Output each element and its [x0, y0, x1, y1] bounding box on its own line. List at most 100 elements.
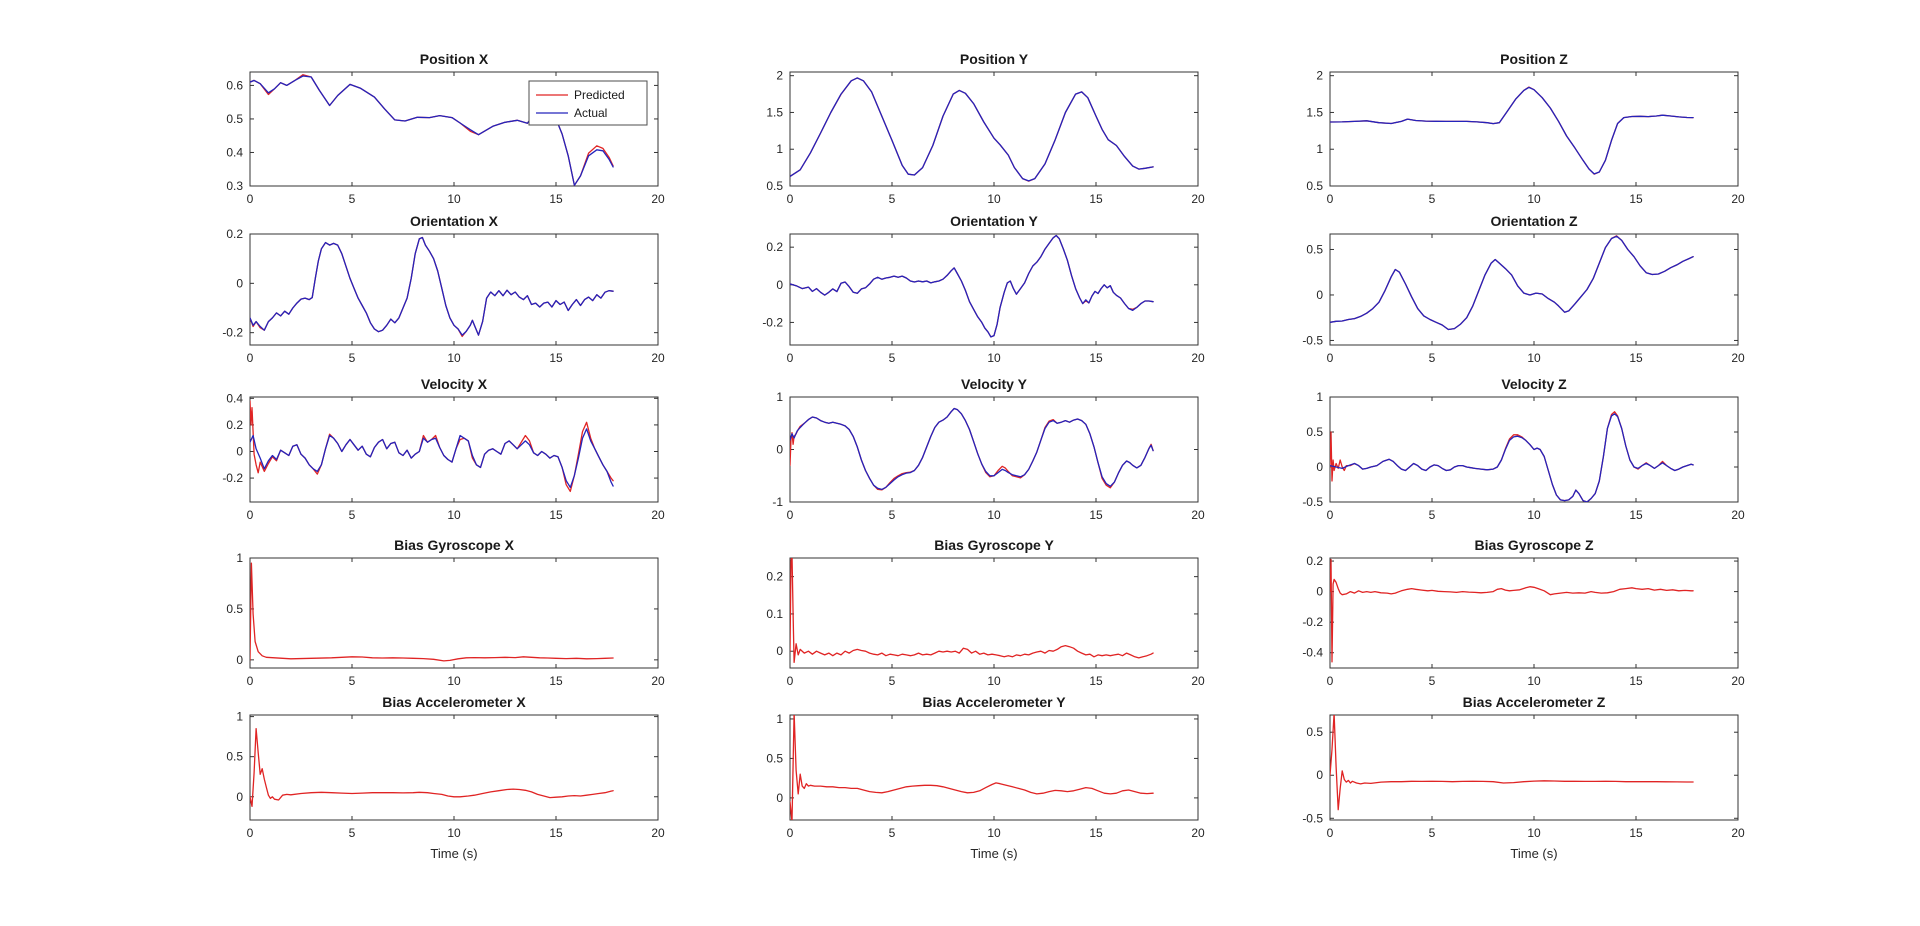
- x-tick-label: 15: [1629, 826, 1643, 840]
- position-z-predicted-line: [1330, 86, 1694, 175]
- y-tick-label: -0.5: [1302, 811, 1323, 825]
- subplot-bias-accelerometer-x: 0 5 10 15 20 0 0.5 1 Bias Accelerometer X Time (s…: [226, 694, 665, 861]
- subplot-bias-gyroscope-y: 0 5 10 15 20 0 0.1 0.2 Bias Gyroscope Y: [766, 537, 1205, 688]
- x-tick-label: 0: [247, 826, 254, 840]
- x-tick-label: 5: [349, 351, 356, 365]
- x-tick-label: 15: [1089, 508, 1103, 522]
- y-tick-label: 0.2: [766, 240, 783, 254]
- y-tick-label: 0: [236, 276, 243, 290]
- subplot-bias-gyroscope-x: 0 5 10 15 20 0 0.5 1 Bias Gyroscope X: [226, 537, 665, 688]
- subplot-title: Orientation Z: [1490, 213, 1578, 229]
- x-tick-label: 15: [1089, 351, 1103, 365]
- subplot-position-x: 0 5 10 15 20 0.3 0.4 0.5 0.6 Position X Predicted A…: [226, 51, 665, 206]
- subplot-orientation-x: 0 5 10 15 20 -0.2 0 0.2 Orientation X: [222, 213, 665, 365]
- x-tick-label: 5: [1429, 826, 1436, 840]
- subplot-title: Bias Accelerometer X: [382, 694, 526, 710]
- x-tick-label: 0: [787, 192, 794, 206]
- x-tick-label: 10: [447, 674, 461, 688]
- subplot-title: Bias Gyroscope X: [394, 537, 514, 553]
- velocity-y-actual-line: [790, 407, 1154, 491]
- x-tick-label: 5: [1429, 351, 1436, 365]
- y-tick-label: -0.2: [222, 326, 243, 340]
- x-tick-label: 0: [1327, 826, 1334, 840]
- x-tick-label: 0: [247, 351, 254, 365]
- y-tick-label: -1: [772, 495, 783, 509]
- x-tick-label: 10: [447, 508, 461, 522]
- subplot-title: Velocity Y: [961, 376, 1028, 392]
- orientation-z-actual-line: [1330, 235, 1694, 331]
- x-tick-label: 0: [1327, 192, 1334, 206]
- subplot-title: Position Z: [1500, 51, 1568, 67]
- x-tick-label: 15: [1089, 826, 1103, 840]
- y-tick-label: 1: [776, 390, 783, 404]
- axes-box: [1329, 557, 1739, 669]
- bias-gyroscope-y-predicted-line: [790, 558, 1154, 664]
- x-tick-label: 15: [549, 826, 563, 840]
- x-tick-label: 20: [1191, 351, 1205, 365]
- x-tick-label: 15: [549, 508, 563, 522]
- y-tick-label: -0.2: [222, 471, 243, 485]
- x-tick-label: 0: [787, 674, 794, 688]
- position-y-actual-line: [790, 77, 1154, 182]
- y-tick-label: -0.2: [1302, 615, 1323, 629]
- x-tick-label: 15: [549, 192, 563, 206]
- y-tick-label: 0: [776, 278, 783, 292]
- x-tick-label: 15: [1629, 508, 1643, 522]
- x-tick-label: 0: [787, 508, 794, 522]
- y-tick-label: 0.5: [226, 750, 243, 764]
- x-tick-label: 10: [1527, 674, 1541, 688]
- x-tick-label: 5: [349, 674, 356, 688]
- y-tick-label: 0.5: [766, 751, 783, 765]
- axes-box: [249, 557, 659, 669]
- y-tick-label: 0.2: [226, 227, 243, 241]
- axes-box: [789, 71, 1199, 187]
- x-tick-label: 0: [1327, 508, 1334, 522]
- x-tick-label: 20: [651, 192, 665, 206]
- x-axis-label: Time (s): [970, 846, 1017, 861]
- orientation-z-predicted-line: [1330, 235, 1694, 331]
- velocity-y-predicted-line: [790, 407, 1154, 491]
- x-tick-label: 10: [447, 826, 461, 840]
- orientation-y-actual-line: [790, 234, 1154, 338]
- subplot-velocity-z: 0 5 10 15 20 -0.5 0 0.5 1 Velocity Z: [1302, 376, 1745, 522]
- x-tick-label: 10: [1527, 351, 1541, 365]
- x-tick-label: 10: [987, 508, 1001, 522]
- x-tick-label: 20: [1191, 192, 1205, 206]
- x-tick-label: 20: [651, 508, 665, 522]
- x-axis-label: Time (s): [1510, 846, 1557, 861]
- y-tick-label: 0.5: [1306, 242, 1323, 256]
- subplot-title: Velocity X: [421, 376, 488, 392]
- subplot-position-z: 0 5 10 15 20 0.5 1 1.5 2 Position Z: [1306, 51, 1745, 206]
- y-tick-label: 0: [1316, 288, 1323, 302]
- x-tick-label: 20: [1191, 508, 1205, 522]
- position-x-actual-line: [250, 75, 614, 186]
- x-tick-label: 20: [1731, 826, 1745, 840]
- orientation-x-actual-line: [250, 236, 614, 336]
- orientation-y-predicted-line: [790, 234, 1154, 338]
- position-z-actual-line: [1330, 86, 1694, 175]
- axes-box: [249, 714, 659, 821]
- y-tick-label: 0: [236, 444, 243, 458]
- subplot-title: Bias Accelerometer Y: [922, 694, 1066, 710]
- y-tick-label: 1: [236, 551, 243, 565]
- x-tick-label: 5: [889, 674, 896, 688]
- y-tick-label: 1.5: [1306, 105, 1323, 119]
- x-tick-label: 10: [987, 351, 1001, 365]
- subplot-bias-accelerometer-y: 0 5 10 15 20 0 0.5 1 Bias Accelerometer Y Time (s…: [766, 694, 1205, 861]
- axes-box: [789, 396, 1199, 503]
- x-tick-label: 20: [1191, 674, 1205, 688]
- axes-box: [249, 396, 659, 503]
- x-tick-label: 0: [1327, 674, 1334, 688]
- subplot-title: Position Y: [960, 51, 1029, 67]
- y-tick-label: 0.4: [226, 391, 243, 405]
- x-tick-label: 0: [1327, 351, 1334, 365]
- axes-box: [789, 714, 1199, 821]
- bias-gyroscope-z-predicted-line: [1330, 558, 1694, 663]
- x-tick-label: 15: [1629, 192, 1643, 206]
- velocity-x-actual-line: [250, 428, 614, 489]
- x-tick-label: 0: [787, 826, 794, 840]
- y-tick-label: 0.5: [226, 112, 243, 126]
- legend-box: [528, 80, 648, 126]
- y-tick-label: 0.1: [766, 607, 783, 621]
